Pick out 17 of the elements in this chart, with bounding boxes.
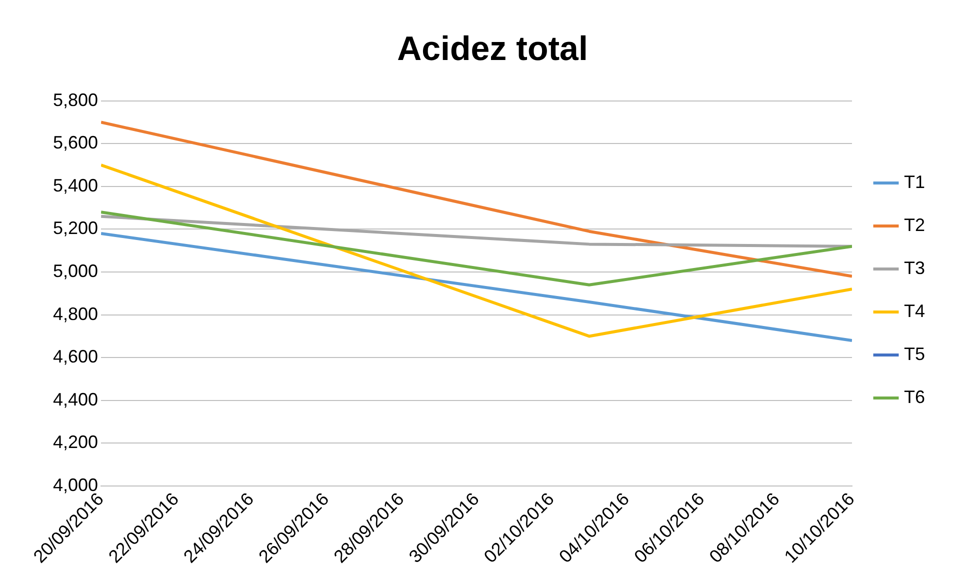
legend-label: T5: [904, 344, 926, 364]
legend-label: T3: [904, 258, 926, 278]
y-tick-label: 4,800: [52, 304, 98, 324]
chart-title: Acidez total: [397, 30, 588, 68]
legend-label: T4: [904, 300, 926, 321]
y-tick-label: 5,600: [52, 132, 98, 153]
y-tick-label: 4,600: [52, 346, 98, 367]
y-tick-label: 5,400: [52, 175, 98, 196]
legend-label: T1: [904, 172, 926, 192]
y-tick-label: 5,200: [52, 218, 98, 238]
legend-label: T6: [904, 386, 926, 407]
y-tick-label: 5,000: [52, 260, 98, 281]
y-tick-label: 5,800: [52, 90, 98, 110]
legend-label: T2: [904, 214, 926, 235]
y-tick-label: 4,200: [52, 432, 98, 452]
y-tick-label: 4,400: [52, 389, 98, 410]
y-tick-label: 4,000: [52, 474, 98, 495]
